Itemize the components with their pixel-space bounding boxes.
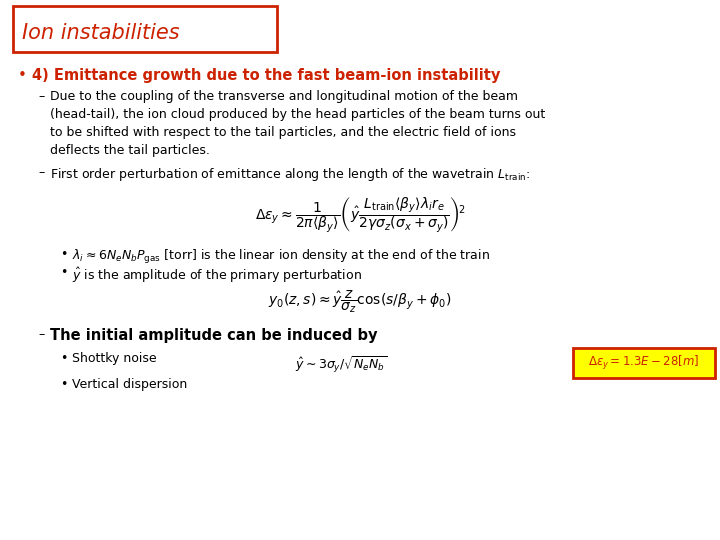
Text: –: – (38, 166, 44, 179)
Text: •: • (60, 248, 68, 261)
Text: $y_0(z,s) \approx \hat{y}\dfrac{z}{\sigma_z}\cos(s/\beta_y + \phi_0)$: $y_0(z,s) \approx \hat{y}\dfrac{z}{\sigm… (269, 288, 451, 315)
Text: •: • (60, 378, 68, 391)
Text: deflects the tail particles.: deflects the tail particles. (50, 144, 210, 157)
Text: Shottky noise: Shottky noise (72, 352, 157, 365)
Text: $\hat{y} \sim 3\sigma_y/\sqrt{N_e N_b}$: $\hat{y} \sim 3\sigma_y/\sqrt{N_e N_b}$ (295, 354, 387, 375)
Text: $\Delta\varepsilon_y=1.3E-28[m]$: $\Delta\varepsilon_y=1.3E-28[m]$ (588, 354, 700, 372)
Text: $\lambda_i \approx 6N_eN_bP_{\mathrm{gas}}$ [torr] is the linear ion density at : $\lambda_i \approx 6N_eN_bP_{\mathrm{gas… (72, 248, 490, 266)
Text: –: – (38, 328, 44, 341)
Text: •: • (18, 68, 27, 83)
Text: $\hat{y}$ is the amplitude of the primary perturbation: $\hat{y}$ is the amplitude of the primar… (72, 266, 362, 285)
Text: •: • (60, 266, 68, 279)
Text: to be shifted with respect to the tail particles, and the electric field of ions: to be shifted with respect to the tail p… (50, 126, 516, 139)
Text: Vertical dispersion: Vertical dispersion (72, 378, 187, 391)
Text: First order perturbation of emittance along the length of the wavetrain $L_{\mat: First order perturbation of emittance al… (50, 166, 530, 183)
FancyBboxPatch shape (13, 6, 277, 52)
Text: Ion instabilities: Ion instabilities (22, 23, 179, 43)
Text: –: – (38, 90, 44, 103)
Text: •: • (60, 352, 68, 365)
Text: The initial amplitude can be induced by: The initial amplitude can be induced by (50, 328, 377, 343)
Text: $\Delta\varepsilon_y \approx \dfrac{1}{2\pi\langle\beta_y\rangle}\left(\hat{y}\d: $\Delta\varepsilon_y \approx \dfrac{1}{2… (255, 196, 465, 235)
Text: (head-tail), the ion cloud produced by the head particles of the beam turns out: (head-tail), the ion cloud produced by t… (50, 108, 545, 121)
Text: Due to the coupling of the transverse and longitudinal motion of the beam: Due to the coupling of the transverse an… (50, 90, 518, 103)
FancyBboxPatch shape (573, 348, 715, 378)
Text: 4) Emittance growth due to the fast beam-ion instability: 4) Emittance growth due to the fast beam… (32, 68, 500, 83)
